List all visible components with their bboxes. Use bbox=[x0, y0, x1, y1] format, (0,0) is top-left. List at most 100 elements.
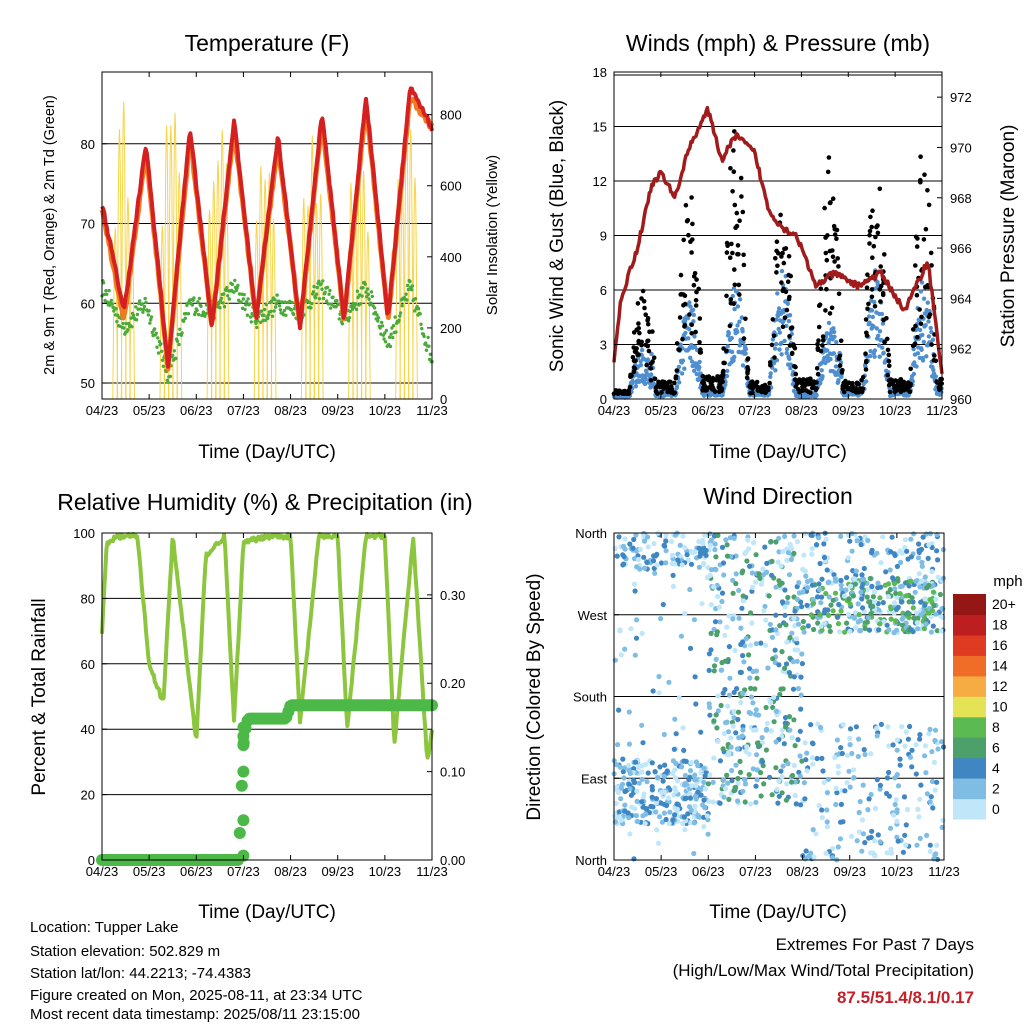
wind-direction-point bbox=[692, 549, 698, 555]
gust-point bbox=[829, 305, 835, 311]
wind-direction-point bbox=[915, 615, 921, 621]
wind-direction-point bbox=[627, 541, 633, 547]
wind-direction-point bbox=[906, 615, 912, 621]
gust-point bbox=[913, 263, 918, 268]
wind-direction-point bbox=[826, 594, 832, 600]
wind-direction-point bbox=[874, 550, 880, 556]
wind-direction-point bbox=[846, 596, 852, 603]
wind-direction-point bbox=[891, 610, 897, 616]
wind-direction-point bbox=[862, 625, 868, 632]
wind-direction-point bbox=[748, 694, 755, 700]
wind-direction-point bbox=[655, 840, 662, 846]
dewpoint-point bbox=[361, 286, 365, 290]
wind-direction-point bbox=[681, 747, 687, 754]
wind-direction-point bbox=[743, 748, 749, 755]
gust-point bbox=[643, 342, 649, 348]
wind-direction-point bbox=[697, 553, 703, 559]
wind-direction-point bbox=[888, 606, 894, 612]
wind-direction-point bbox=[789, 772, 796, 779]
winds-y-label: Sonic Wind & Gust (Blue, Black) bbox=[547, 100, 568, 372]
wind-direction-point bbox=[780, 763, 786, 769]
gust-point bbox=[645, 316, 651, 321]
wind-direction-point bbox=[796, 769, 802, 775]
gust-point bbox=[741, 336, 747, 341]
gust-point bbox=[727, 255, 733, 260]
wind-direction-point bbox=[773, 584, 779, 590]
wind-direction-point bbox=[902, 743, 908, 749]
gust-point bbox=[818, 348, 824, 354]
sonic-wind-point bbox=[822, 355, 827, 361]
wind-direction-point bbox=[856, 736, 862, 742]
wind-direction-point bbox=[838, 582, 844, 588]
dewpoint-point bbox=[156, 351, 161, 355]
wind-direction-point bbox=[868, 751, 874, 757]
wind-direction-point bbox=[657, 764, 663, 770]
wind-direction-point bbox=[797, 753, 803, 759]
gust-point bbox=[648, 366, 653, 371]
wind-direction-point bbox=[816, 581, 822, 587]
wind-direction-point bbox=[846, 768, 852, 774]
gust-point bbox=[813, 387, 819, 393]
sonic-wind-point bbox=[919, 347, 924, 352]
dewpoint-point bbox=[129, 316, 133, 320]
sonic-wind-point bbox=[774, 341, 779, 347]
sonic-wind-point bbox=[737, 297, 743, 302]
wind-direction-point bbox=[805, 623, 811, 629]
wind-direction-point bbox=[916, 571, 922, 577]
wind-direction-point bbox=[907, 723, 913, 730]
wind-direction-point bbox=[815, 620, 821, 626]
solar-insolation-line bbox=[317, 193, 324, 400]
wind-direction-point bbox=[740, 788, 746, 794]
gust-point bbox=[630, 355, 636, 360]
wind-direction-point bbox=[693, 783, 699, 789]
gust-point bbox=[869, 294, 875, 300]
sonic-wind-point bbox=[931, 367, 936, 373]
sonic-wind-point bbox=[740, 329, 745, 334]
sonic-wind-point bbox=[827, 337, 832, 342]
sonic-wind-point bbox=[915, 351, 921, 356]
dewpoint-point bbox=[274, 302, 279, 306]
wind-direction-point bbox=[848, 583, 854, 589]
wind-direction-point bbox=[661, 542, 667, 549]
wind-direction-point bbox=[746, 652, 752, 658]
wind-direction-point bbox=[903, 593, 909, 599]
wind-direction-point bbox=[888, 846, 894, 852]
dewpoint-point bbox=[241, 297, 246, 301]
sonic-wind-point bbox=[872, 299, 877, 305]
gust-point bbox=[910, 327, 916, 332]
dewpoint-point bbox=[277, 304, 282, 308]
wind-direction-point bbox=[926, 542, 932, 548]
wind-direction-point bbox=[782, 612, 788, 618]
wind-direction-point bbox=[819, 807, 825, 813]
dewpoint-point bbox=[103, 298, 107, 303]
wind-direction-point bbox=[708, 567, 715, 573]
humidity-ytick-label: 40 bbox=[81, 722, 95, 737]
gust-point bbox=[838, 338, 844, 344]
wind-direction-point bbox=[635, 556, 642, 563]
wind-direction-point bbox=[765, 665, 771, 671]
gust-point bbox=[831, 223, 837, 229]
wind-direction-point bbox=[893, 797, 899, 803]
wind-direction-point bbox=[851, 615, 858, 621]
gust-point bbox=[832, 232, 838, 237]
wind-direction-point bbox=[903, 842, 909, 848]
sonic-wind-point bbox=[920, 358, 926, 363]
gust-point bbox=[929, 263, 934, 268]
gust-point bbox=[645, 321, 651, 327]
sonic-wind-point bbox=[692, 334, 697, 339]
wind-direction-point bbox=[804, 602, 810, 608]
dewpoint-point bbox=[156, 336, 160, 340]
dewpoint-point bbox=[376, 316, 381, 320]
wind-direction-point bbox=[806, 853, 812, 859]
sonic-wind-point bbox=[868, 353, 873, 359]
dewpoint-point bbox=[394, 330, 398, 334]
gust-point bbox=[642, 305, 647, 311]
wind-direction-point bbox=[788, 556, 795, 563]
wind-direction-point bbox=[908, 536, 914, 542]
dewpoint-point bbox=[270, 314, 275, 318]
wind-direction-point bbox=[643, 811, 649, 817]
wind-direction-point bbox=[803, 573, 809, 579]
wind-direction-point bbox=[622, 808, 628, 814]
wind-direction-point bbox=[633, 532, 639, 538]
wind-direction-point bbox=[844, 780, 850, 786]
